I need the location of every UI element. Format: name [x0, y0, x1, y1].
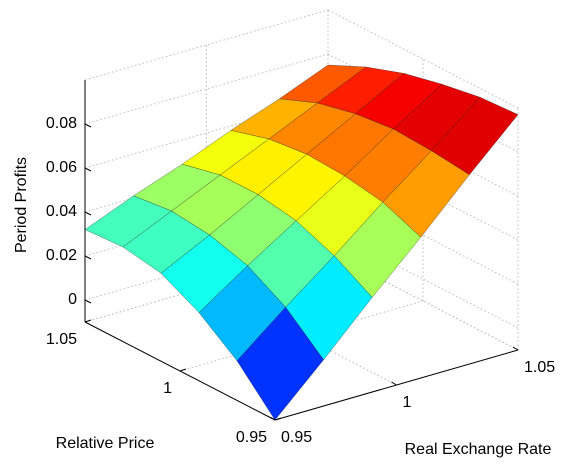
- x-tick: [512, 346, 519, 351]
- x-tick: [269, 416, 276, 421]
- y-axis-label: Relative Price: [56, 435, 155, 452]
- x-tick-label: 1.05: [524, 359, 555, 376]
- z-tick: [84, 299, 92, 304]
- box-edge: [84, 9, 329, 81]
- z-axis-label: Period Profits: [13, 157, 30, 253]
- surface-patch: [236, 306, 324, 421]
- y-tick-label: 0.95: [236, 429, 267, 446]
- z-tick: [84, 211, 92, 216]
- z-tick: [84, 123, 92, 128]
- z-tick: [84, 255, 92, 260]
- y-tick-label: 1.05: [46, 331, 77, 348]
- z-tick-label: 0.04: [46, 203, 77, 220]
- z-tick-label: 0.06: [46, 159, 77, 176]
- surface: [84, 64, 519, 421]
- x-tick: [391, 381, 397, 386]
- x-tick-label: 0.95: [281, 429, 312, 446]
- z-tick-label: 0.08: [46, 115, 77, 132]
- z-tick: [84, 167, 92, 172]
- y-tick-label: 1: [163, 380, 172, 397]
- x-axis-label: Real Exchange Rate: [405, 441, 552, 458]
- axes: 0 0.02 0.04 0.06 0.08 0.95 1 1.05 0.95 1 1.05 Relat…: [13, 80, 555, 458]
- x-tick-label: 1: [403, 394, 412, 411]
- y-tick: [179, 368, 187, 372]
- z-tick-label: 0: [68, 291, 77, 308]
- y-tick: [274, 417, 282, 421]
- y-tick: [84, 319, 92, 323]
- z-tick-label: 0.02: [46, 247, 77, 264]
